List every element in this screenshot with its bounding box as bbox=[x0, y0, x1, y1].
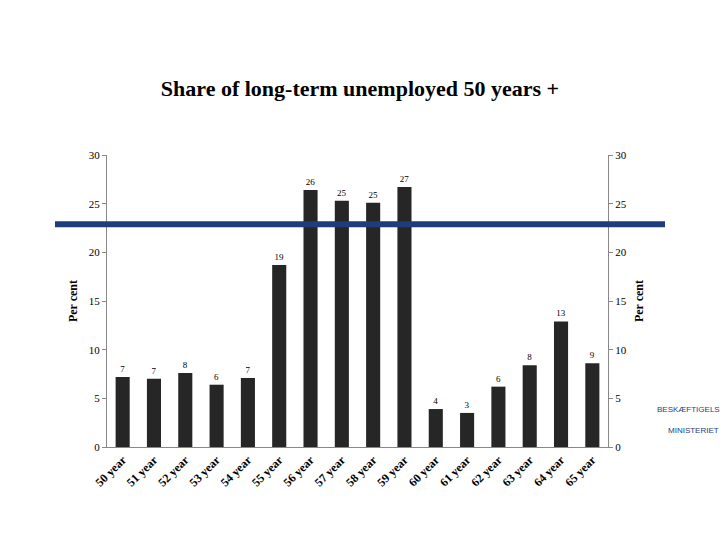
svg-text:55 year: 55 year bbox=[249, 452, 286, 489]
svg-text:27: 27 bbox=[400, 174, 410, 184]
svg-text:52 year: 52 year bbox=[155, 452, 192, 489]
svg-text:8: 8 bbox=[527, 352, 532, 362]
svg-text:20: 20 bbox=[89, 246, 101, 258]
svg-text:13: 13 bbox=[556, 308, 566, 318]
svg-text:60 year: 60 year bbox=[406, 452, 443, 489]
svg-text:25: 25 bbox=[337, 188, 347, 198]
svg-text:Per cent: Per cent bbox=[66, 280, 80, 322]
svg-text:51 year: 51 year bbox=[124, 452, 161, 489]
svg-text:25: 25 bbox=[368, 190, 378, 200]
svg-text:62 year: 62 year bbox=[468, 452, 505, 489]
svg-text:Share of long-term unemployed: Share of long-term unemployed 50 years + bbox=[161, 76, 559, 101]
svg-text:10: 10 bbox=[89, 344, 101, 356]
svg-text:10: 10 bbox=[615, 344, 627, 356]
svg-text:7: 7 bbox=[151, 366, 156, 376]
svg-text:58 year: 58 year bbox=[343, 452, 380, 489]
svg-text:3: 3 bbox=[465, 400, 470, 410]
svg-text:BESKÆFTIGELSES: BESKÆFTIGELSES bbox=[657, 405, 720, 414]
svg-text:4: 4 bbox=[433, 396, 438, 406]
svg-text:50 year: 50 year bbox=[92, 452, 129, 489]
svg-text:6: 6 bbox=[214, 372, 219, 382]
svg-text:30: 30 bbox=[89, 149, 101, 161]
svg-text:57 year: 57 year bbox=[312, 452, 349, 489]
svg-text:56 year: 56 year bbox=[280, 452, 317, 489]
svg-text:26: 26 bbox=[306, 177, 316, 187]
svg-text:9: 9 bbox=[590, 350, 595, 360]
svg-text:5: 5 bbox=[94, 392, 100, 404]
svg-text:8: 8 bbox=[183, 360, 188, 370]
svg-text:5: 5 bbox=[615, 392, 621, 404]
svg-text:30: 30 bbox=[615, 149, 627, 161]
svg-text:19: 19 bbox=[274, 252, 284, 262]
svg-text:20: 20 bbox=[615, 246, 627, 258]
svg-text:59 year: 59 year bbox=[374, 452, 411, 489]
svg-text:61 year: 61 year bbox=[437, 452, 474, 489]
svg-text:0: 0 bbox=[94, 441, 100, 453]
svg-text:53 year: 53 year bbox=[186, 452, 223, 489]
svg-text:0: 0 bbox=[615, 441, 621, 453]
svg-text:6: 6 bbox=[496, 374, 501, 384]
svg-text:Per cent: Per cent bbox=[632, 280, 646, 322]
svg-text:15: 15 bbox=[89, 295, 101, 307]
svg-text:MINISTERIET: MINISTERIET bbox=[668, 426, 719, 435]
svg-text:7: 7 bbox=[245, 365, 250, 375]
svg-text:7: 7 bbox=[120, 364, 125, 374]
svg-text:25: 25 bbox=[615, 198, 627, 210]
svg-text:54 year: 54 year bbox=[218, 452, 255, 489]
svg-text:15: 15 bbox=[615, 295, 627, 307]
svg-text:25: 25 bbox=[89, 198, 101, 210]
svg-text:65 year: 65 year bbox=[562, 452, 599, 489]
svg-text:64 year: 64 year bbox=[531, 452, 568, 489]
svg-text:63 year: 63 year bbox=[500, 452, 537, 489]
